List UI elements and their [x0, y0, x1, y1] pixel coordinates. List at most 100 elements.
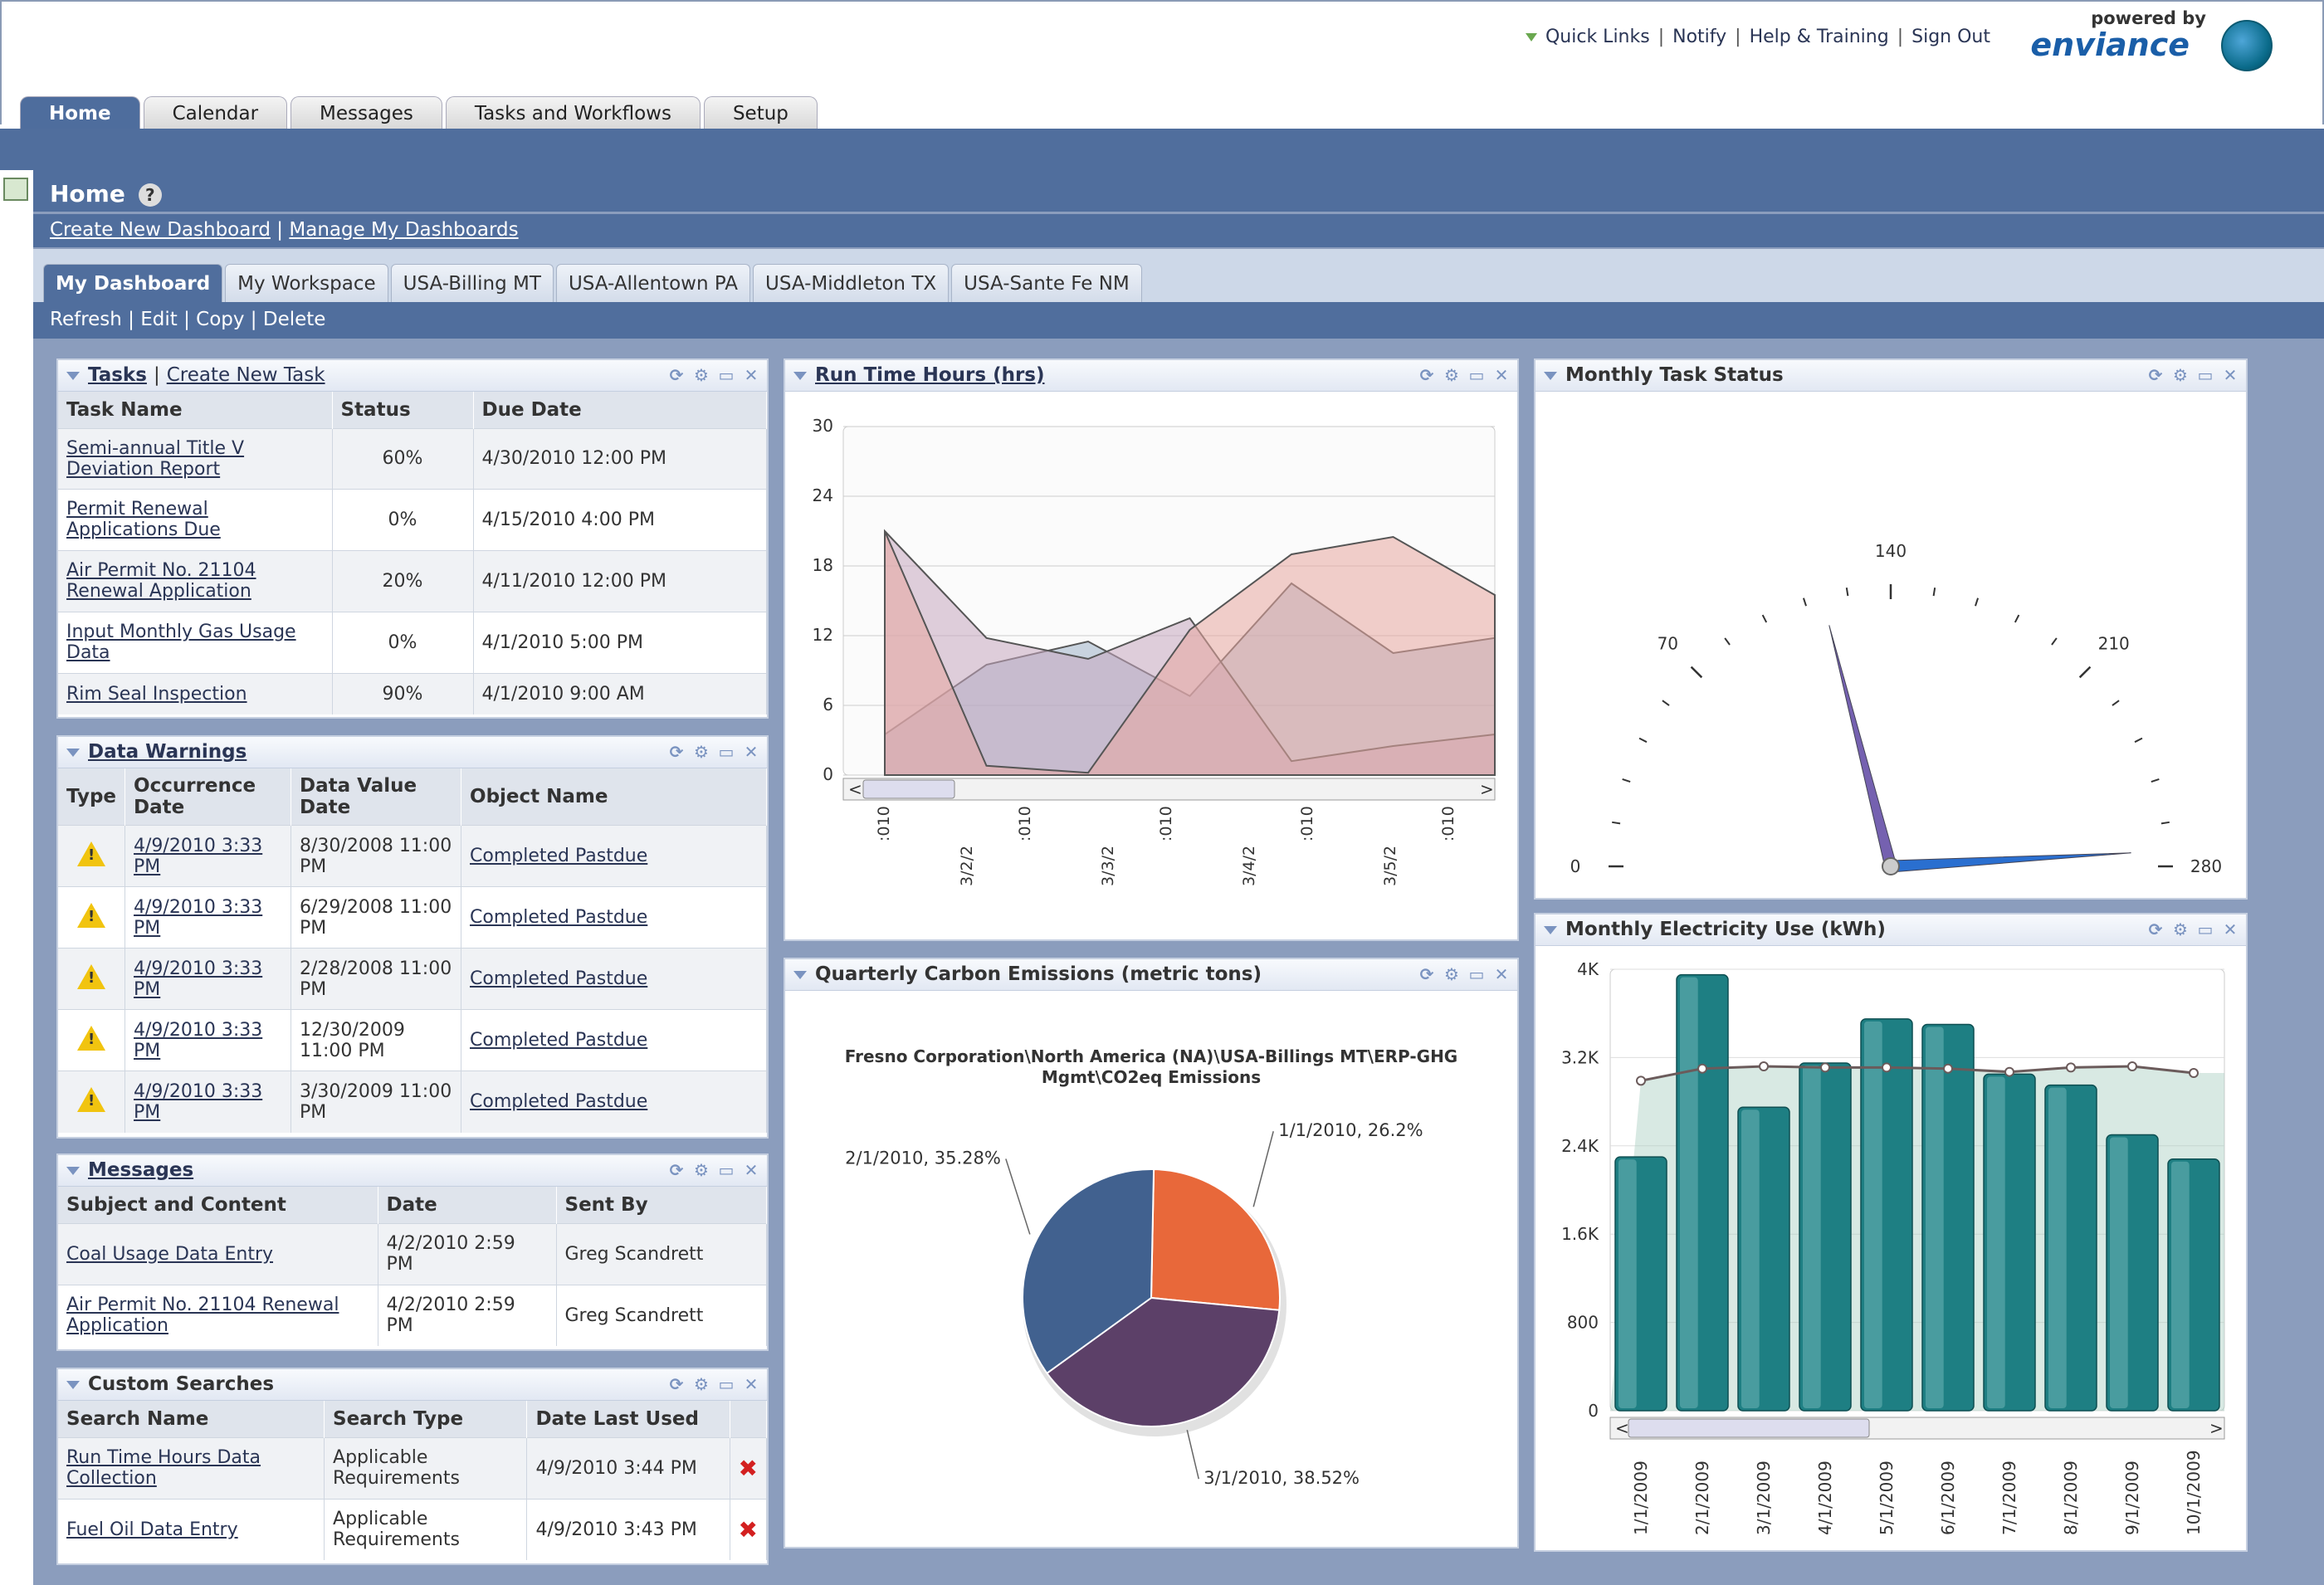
copy-link[interactable]: Copy — [196, 309, 245, 330]
create-dashboard-link[interactable]: Create New Dashboard — [50, 219, 271, 241]
collapse-icon[interactable] — [66, 1380, 80, 1389]
refresh-icon[interactable]: ⟳ — [669, 1160, 684, 1180]
message-subject-link[interactable]: Air Permit No. 21104 Renewal Application — [66, 1295, 339, 1337]
notify-link[interactable]: Notify — [1672, 27, 1727, 47]
close-icon[interactable]: ✕ — [744, 1374, 759, 1394]
tab-calendar[interactable]: Calendar — [143, 96, 288, 129]
gauge-tick — [1761, 614, 1768, 623]
dashboard-tab-my-workspace[interactable]: My Workspace — [225, 264, 388, 302]
maximize-icon[interactable]: ▭ — [1468, 365, 1485, 385]
occurrence-date-link[interactable]: 4/9/2010 3:33 PM — [134, 896, 263, 939]
data-value-date: 3/30/2009 11:00 PM — [290, 1070, 462, 1133]
dashboard-tab-billing[interactable]: USA-Billing MT — [390, 264, 554, 302]
gear-icon[interactable]: ⚙ — [694, 365, 709, 385]
gauge-tick — [2051, 637, 2058, 646]
close-icon[interactable]: ✕ — [2223, 365, 2238, 385]
carbon-panel: Quarterly Carbon Emissions (metric tons)… — [784, 958, 1519, 1548]
refresh-icon[interactable]: ⟳ — [1419, 365, 1434, 385]
occurrence-date-link[interactable]: 4/9/2010 3:33 PM — [134, 958, 263, 1000]
close-icon[interactable]: ✕ — [2223, 919, 2238, 939]
collapse-icon[interactable] — [1544, 925, 1557, 934]
tab-messages[interactable]: Messages — [290, 96, 442, 129]
object-link[interactable]: Completed Pastdue — [470, 968, 648, 989]
close-icon[interactable]: ✕ — [1494, 365, 1509, 385]
messages-title-link[interactable]: Messages — [88, 1159, 194, 1181]
task-link[interactable]: Semi-annual Title V Deviation Report — [66, 437, 245, 480]
edit-link[interactable]: Edit — [140, 309, 178, 330]
expand-panel-icon[interactable] — [3, 178, 28, 201]
electricity-title: Monthly Electricity Use (kWh) — [1565, 919, 1886, 940]
bar — [2167, 1158, 2220, 1412]
close-icon[interactable]: ✕ — [744, 365, 759, 385]
occurrence-date-link[interactable]: 4/9/2010 3:33 PM — [134, 1080, 263, 1123]
search-name-link[interactable]: Fuel Oil Data Entry — [66, 1519, 238, 1540]
refresh-icon[interactable]: ⟳ — [1419, 964, 1434, 984]
refresh-icon[interactable]: ⟳ — [2148, 919, 2163, 939]
top-header: Quick Links | Notify | Help & Training |… — [0, 0, 2324, 129]
gear-icon[interactable]: ⚙ — [2173, 919, 2188, 939]
warnings-title-link[interactable]: Data Warnings — [88, 741, 247, 763]
close-icon[interactable]: ✕ — [744, 742, 759, 762]
tab-tasks-workflows[interactable]: Tasks and Workflows — [445, 96, 701, 129]
gear-icon[interactable]: ⚙ — [694, 1374, 709, 1394]
object-link[interactable]: Completed Pastdue — [470, 1030, 648, 1051]
tab-setup[interactable]: Setup — [703, 96, 818, 129]
task-link[interactable]: Input Monthly Gas Usage Data — [66, 622, 296, 663]
help-icon[interactable]: ? — [138, 183, 162, 207]
maximize-icon[interactable]: ▭ — [718, 365, 735, 385]
runtime-title-link[interactable]: Run Time Hours (hrs) — [815, 364, 1045, 386]
dashboard-tab-my-dashboard[interactable]: My Dashboard — [43, 264, 223, 302]
gear-icon[interactable]: ⚙ — [694, 1160, 709, 1180]
tab-home[interactable]: Home — [20, 96, 140, 129]
maximize-icon[interactable]: ▭ — [1468, 964, 1485, 984]
quick-links-link[interactable]: Quick Links — [1545, 27, 1650, 47]
delete-icon[interactable]: ✖ — [738, 1454, 758, 1482]
delete-link[interactable]: Delete — [262, 309, 326, 330]
task-link[interactable]: Permit Renewal Applications Due — [66, 499, 221, 540]
close-icon[interactable]: ✕ — [744, 1160, 759, 1180]
object-link[interactable]: Completed Pastdue — [470, 907, 648, 928]
maximize-icon[interactable]: ▭ — [718, 742, 735, 762]
create-task-link[interactable]: Create New Task — [166, 364, 325, 386]
refresh-icon[interactable]: ⟳ — [669, 1374, 684, 1394]
task-link[interactable]: Rim Seal Inspection — [66, 683, 247, 705]
close-icon[interactable]: ✕ — [1494, 964, 1509, 984]
occurrence-date-link[interactable]: 4/9/2010 3:33 PM — [134, 835, 263, 877]
gear-icon[interactable]: ⚙ — [1444, 365, 1459, 385]
column-header: Task Name — [58, 392, 333, 428]
manage-dashboards-link[interactable]: Manage My Dashboards — [289, 219, 519, 241]
dashboard-tab-middleton[interactable]: USA-Middleton TX — [752, 264, 950, 302]
object-link[interactable]: Completed Pastdue — [470, 846, 648, 866]
help-link[interactable]: Help & Training — [1749, 27, 1889, 47]
collapse-icon[interactable] — [66, 748, 80, 757]
maximize-icon[interactable]: ▭ — [718, 1374, 735, 1394]
quick-links-arrow-icon[interactable] — [1525, 32, 1537, 41]
refresh-icon[interactable]: ⟳ — [669, 365, 684, 385]
collapse-icon[interactable] — [1544, 371, 1557, 380]
task-link[interactable]: Air Permit No. 21104 Renewal Application — [66, 560, 256, 602]
gear-icon[interactable]: ⚙ — [1444, 964, 1459, 984]
refresh-icon[interactable]: ⟳ — [669, 742, 684, 762]
collapse-icon[interactable] — [793, 970, 807, 979]
object-link[interactable]: Completed Pastdue — [470, 1091, 648, 1113]
maximize-icon[interactable]: ▭ — [2197, 365, 2214, 385]
message-subject-link[interactable]: Coal Usage Data Entry — [66, 1243, 274, 1265]
collapse-icon[interactable] — [66, 371, 80, 380]
refresh-link[interactable]: Refresh — [50, 309, 122, 330]
maximize-icon[interactable]: ▭ — [2197, 919, 2214, 939]
maximize-icon[interactable]: ▭ — [718, 1160, 735, 1180]
refresh-icon[interactable]: ⟳ — [2148, 365, 2163, 385]
occurrence-date-link[interactable]: 4/9/2010 3:33 PM — [134, 1019, 263, 1061]
table-row: Semi-annual Title V Deviation Report 60% 4… — [58, 427, 767, 489]
tasks-title-link[interactable]: Tasks — [88, 364, 147, 386]
sign-out-link[interactable]: Sign Out — [1911, 27, 1990, 47]
search-name-link[interactable]: Run Time Hours Data Collection — [66, 1447, 261, 1489]
dashboard-tab-allentown[interactable]: USA-Allentown PA — [555, 264, 750, 302]
dashboard-tab-santefe[interactable]: USA-Sante Fe NM — [951, 264, 1142, 302]
delete-icon[interactable]: ✖ — [738, 1515, 758, 1544]
collapse-icon[interactable] — [793, 371, 807, 380]
gear-icon[interactable]: ⚙ — [694, 742, 709, 762]
collapse-icon[interactable] — [66, 1166, 80, 1175]
gear-icon[interactable]: ⚙ — [2173, 365, 2188, 385]
table-row: 4/9/2010 3:33 PM 6/29/2008 11:00 PM Comple… — [58, 886, 767, 949]
